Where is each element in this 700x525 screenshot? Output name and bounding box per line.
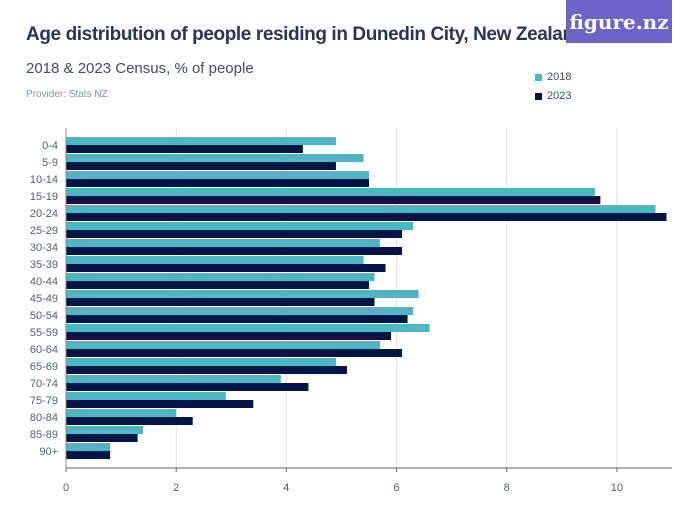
legend-item-2023: 2023 xyxy=(535,90,571,102)
legend-swatch xyxy=(535,92,542,100)
bar-2018-75-79 xyxy=(66,392,226,400)
y-tick-label: 90+ xyxy=(39,446,58,458)
figure-nz-logo[interactable]: figure.nz xyxy=(566,0,672,43)
y-tick-label: 10-14 xyxy=(30,174,58,186)
x-tick-label: 0 xyxy=(63,482,69,494)
bar-2018-30-34 xyxy=(66,239,381,247)
bar-2023-30-34 xyxy=(66,247,403,255)
y-tick-label: 80-84 xyxy=(30,412,58,424)
bar-2023-45-49 xyxy=(66,298,375,306)
bar-2018-5-9 xyxy=(66,154,364,162)
bar-2018-25-29 xyxy=(66,222,414,230)
bar-2018-40-44 xyxy=(66,273,375,281)
y-tick-label: 25-29 xyxy=(30,225,58,237)
x-tick-label: 2 xyxy=(173,482,179,494)
bar-2018-85-89 xyxy=(66,426,144,434)
bar-2023-65-69 xyxy=(66,366,347,374)
bar-2023-85-89 xyxy=(66,434,138,442)
y-tick-label: 15-19 xyxy=(30,191,58,203)
bar-2023-80-84 xyxy=(66,417,193,425)
bar-2023-35-39 xyxy=(66,264,386,272)
bar-2018-45-49 xyxy=(66,290,419,298)
bar-2023-0-4 xyxy=(66,145,303,153)
legend-swatch xyxy=(535,73,542,81)
x-tick-label: 6 xyxy=(393,482,399,494)
bar-2023-60-64 xyxy=(66,349,403,357)
y-tick-label: 75-79 xyxy=(30,395,58,407)
y-tick-label: 65-69 xyxy=(30,361,58,373)
bar-2018-35-39 xyxy=(66,256,364,264)
bar-2018-60-64 xyxy=(66,341,381,349)
x-tick-label: 8 xyxy=(504,482,510,494)
y-tick-label: 50-54 xyxy=(30,310,58,322)
legend-label: 2023 xyxy=(547,90,572,102)
bar-2023-50-54 xyxy=(66,315,408,323)
bar-2023-75-79 xyxy=(66,400,254,408)
legend-label: 2018 xyxy=(547,71,572,83)
bar-2018-55-59 xyxy=(66,324,430,332)
bar-2023-55-59 xyxy=(66,332,392,340)
legend-item-2018: 2018 xyxy=(535,71,571,83)
bar-2018-10-14 xyxy=(66,171,369,179)
bar-2023-90+ xyxy=(66,451,111,459)
y-tick-label: 40-44 xyxy=(30,276,58,288)
bar-2018-15-19 xyxy=(66,188,595,196)
y-tick-label: 30-34 xyxy=(30,242,58,254)
x-tick-label: 4 xyxy=(283,482,289,494)
bar-2018-20-24 xyxy=(66,205,656,213)
provider-label: Provider: Stats NZ xyxy=(26,89,108,100)
y-tick-label: 60-64 xyxy=(30,344,58,356)
y-tick-label: 45-49 xyxy=(30,293,58,305)
y-tick-label: 55-59 xyxy=(30,327,58,339)
bar-2018-65-69 xyxy=(66,358,336,366)
chart-title: Age distribution of people residing in D… xyxy=(26,24,585,45)
y-tick-label: 5-9 xyxy=(42,157,58,169)
y-tick-label: 0-4 xyxy=(42,140,58,152)
bar-2018-80-84 xyxy=(66,409,177,417)
bar-2023-40-44 xyxy=(66,281,369,289)
bar-2018-0-4 xyxy=(66,137,336,145)
bar-2023-15-19 xyxy=(66,196,601,204)
y-tick-label: 20-24 xyxy=(30,208,58,220)
bar-2023-70-74 xyxy=(66,383,309,391)
bar-2023-10-14 xyxy=(66,179,369,187)
y-tick-label: 70-74 xyxy=(30,378,58,390)
bar-2023-25-29 xyxy=(66,230,403,238)
x-tick-label: 10 xyxy=(611,482,623,494)
y-tick-label: 85-89 xyxy=(30,429,58,441)
bar-2018-90+ xyxy=(66,443,111,451)
y-tick-label: 35-39 xyxy=(30,259,58,271)
bar-2023-20-24 xyxy=(66,213,667,221)
chart-subtitle: 2018 & 2023 Census, % of people xyxy=(26,60,254,77)
bar-2023-5-9 xyxy=(66,162,336,170)
bar-2018-70-74 xyxy=(66,375,281,383)
bar-2018-50-54 xyxy=(66,307,414,315)
